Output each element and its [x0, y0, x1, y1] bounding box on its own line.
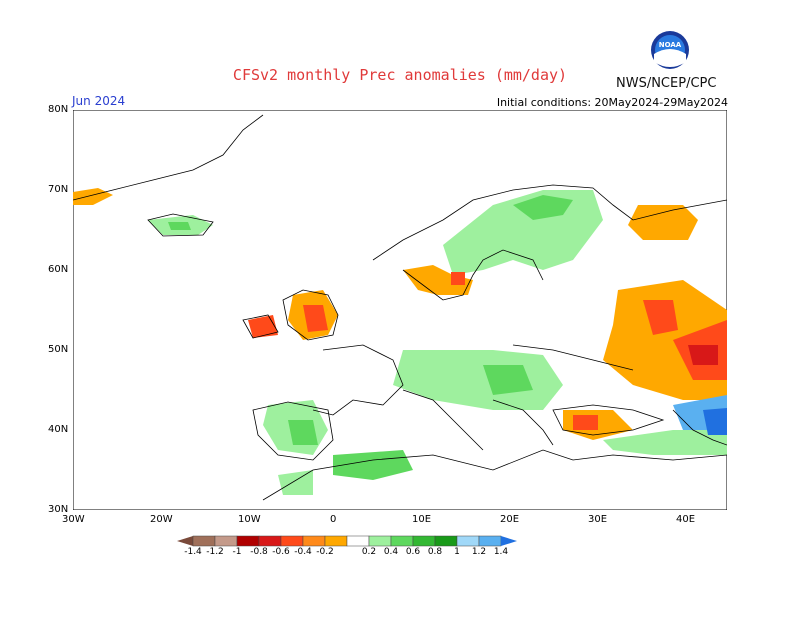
lon-label: 10W: [238, 514, 261, 525]
lon-label: 30W: [62, 514, 85, 525]
noaa-logo: NOAA: [651, 31, 689, 69]
legend-label: 0.6: [405, 547, 421, 557]
lat-label: 40N: [48, 424, 69, 435]
agency-label: NWS/NCEP/CPC: [616, 76, 717, 91]
legend-label: -0.4: [294, 547, 312, 557]
legend-swatch: [346, 535, 370, 547]
legend-label: 0.2: [361, 547, 377, 557]
legend-label: -0.6: [272, 547, 290, 557]
legend-arrow-right: [501, 536, 517, 546]
legend-swatch: [302, 535, 326, 547]
legend-swatch: [478, 535, 502, 547]
legend-arrow-left: [177, 536, 193, 546]
lon-label: 40E: [676, 514, 696, 525]
legend-label: 0.8: [427, 547, 443, 557]
precip-anomaly-map: [73, 110, 727, 510]
lat-label: 60N: [48, 264, 69, 275]
lat-label: 50N: [48, 344, 69, 355]
legend-swatch: [456, 535, 480, 547]
legend-swatch: [280, 535, 304, 547]
initial-conditions: Initial conditions: 20May2024-29May2024: [496, 96, 728, 109]
lon-label: 20E: [500, 514, 520, 525]
legend-label: 0.4: [383, 547, 399, 557]
legend-swatch: [258, 535, 282, 547]
legend-label: 1.2: [471, 547, 487, 557]
forecast-period: Jun 2024: [72, 94, 126, 108]
lon-label: 0: [330, 514, 337, 525]
legend-label: 1: [454, 547, 460, 557]
legend-label: -1: [232, 547, 242, 557]
lon-label: 30E: [588, 514, 608, 525]
legend-swatch: [412, 535, 436, 547]
legend-label: -0.8: [250, 547, 268, 557]
coastlines: [73, 114, 727, 501]
legend-swatch: [236, 535, 260, 547]
color-legend: [177, 535, 517, 547]
legend-swatch: [214, 535, 238, 547]
legend-label: -0.2: [316, 547, 334, 557]
lon-label: 20W: [150, 514, 173, 525]
lon-label: 10E: [412, 514, 432, 525]
legend-label: -1.4: [184, 547, 202, 557]
lat-label: 30N: [48, 504, 69, 515]
lat-label: 70N: [48, 184, 69, 195]
lat-label: 80N: [48, 104, 69, 115]
svg-text:NOAA: NOAA: [659, 41, 682, 49]
legend-label: 1.4: [493, 547, 509, 557]
legend-labels: -1.4 -1.2 -1 -0.8 -0.6 -0.4 -0.2 0.2 0.4 0.6 0.8 1 1…: [175, 547, 635, 561]
legend-label: -1.2: [206, 547, 224, 557]
legend-swatch: [192, 535, 216, 547]
legend-swatch: [368, 535, 392, 547]
legend-swatch: [324, 535, 348, 547]
chart-title: CFSv2 monthly Prec anomalies (mm/day): [232, 66, 568, 84]
legend-swatch: [434, 535, 458, 547]
legend-swatch: [390, 535, 414, 547]
